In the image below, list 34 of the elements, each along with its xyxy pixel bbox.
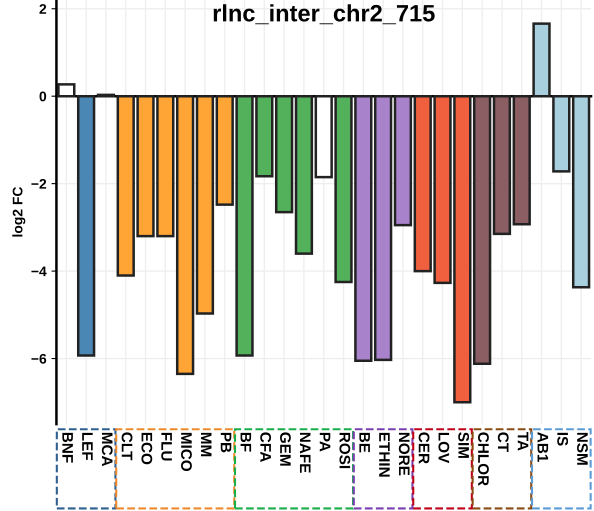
x-tick-label: SIM	[458, 432, 470, 458]
x-tick-label: CFA	[260, 432, 272, 462]
x-tick-label: ECO	[141, 432, 152, 464]
x-tick-label: CT	[498, 432, 509, 452]
x-tick-label: NSM	[577, 432, 588, 465]
y-tick-label: −6	[31, 354, 46, 364]
y-tick-label: 2	[39, 4, 46, 14]
x-tick-label: BNF	[62, 432, 73, 463]
x-tick-label: LOV	[438, 432, 450, 464]
x-tick-label: PB	[220, 432, 232, 452]
x-tick-label: NAFE	[300, 432, 310, 473]
x-tick-label: BE	[359, 432, 370, 452]
x-tick-label: PA	[320, 432, 330, 452]
x-tick-label: LEF	[82, 432, 93, 460]
x-tick-label: AB1	[538, 432, 548, 462]
x-tick-label: FLU	[161, 432, 172, 461]
x-tick-label: BF	[240, 432, 252, 452]
y-tick-label: 0	[40, 92, 46, 102]
chart-title: rlnc_inter_chr2_715	[214, 4, 435, 24]
x-tick-label: CER	[418, 432, 430, 464]
y-axis-title: log2 FC	[12, 186, 26, 237]
x-tick-label: MCA	[102, 432, 113, 466]
x-tick-label: ETHIN	[379, 432, 390, 477]
x-tick-label: GEM	[280, 432, 291, 466]
x-tick-label: MICO	[181, 432, 192, 472]
x-tick-label: CLT	[122, 432, 132, 460]
x-tick-label: CHLOR	[478, 432, 489, 486]
x-tick-label: TA	[518, 432, 528, 451]
x-tick-label: IS	[557, 432, 568, 446]
x-tick-label: MM	[200, 432, 212, 456]
y-tick-label: −4	[31, 266, 47, 276]
y-tick-label: −2	[31, 178, 46, 189]
x-tick-label: ROSI	[339, 432, 350, 468]
x-tick-label: NORE	[398, 432, 410, 476]
